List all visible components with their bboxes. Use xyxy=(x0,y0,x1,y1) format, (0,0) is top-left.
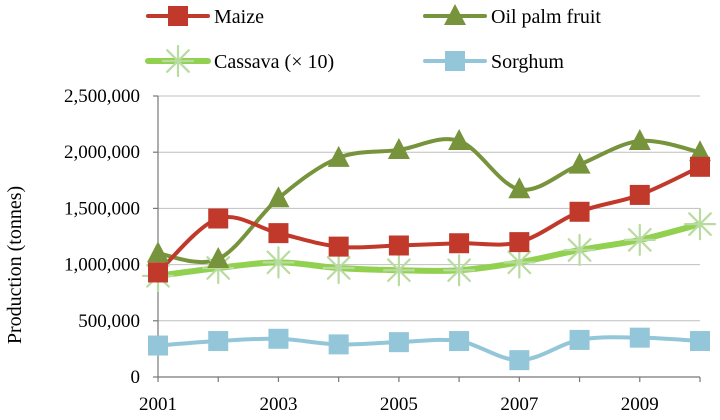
legend-marker xyxy=(161,44,195,78)
legend-marker xyxy=(444,4,466,25)
legend: Maize Oil palm fruit Cassava (× 10) Sorghum xyxy=(145,4,601,78)
data-point-0 xyxy=(328,236,349,257)
data-point-0 xyxy=(629,184,650,205)
x-tick-label: 2001 xyxy=(139,394,177,415)
data-point-3 xyxy=(509,350,530,371)
legend-label: Oil palm fruit xyxy=(491,6,601,28)
legend-entry: Sorghum xyxy=(423,51,564,73)
data-point-2 xyxy=(623,223,656,256)
data-point-1 xyxy=(568,152,591,174)
data-point-0 xyxy=(449,233,470,254)
data-point-0 xyxy=(268,223,289,244)
y-tick-label: 500,000 xyxy=(78,311,140,332)
data-point-0 xyxy=(690,156,710,177)
data-point-0 xyxy=(509,232,530,253)
y-tick-label: 2,000,000 xyxy=(64,142,140,163)
data-point-3 xyxy=(629,327,650,348)
data-point-3 xyxy=(148,335,168,356)
data-point-2 xyxy=(262,246,295,279)
series-line-0 xyxy=(156,164,702,275)
markers-layer xyxy=(141,128,717,371)
data-point-1 xyxy=(628,128,651,150)
data-point-1 xyxy=(387,137,410,159)
legend-marker xyxy=(168,6,188,26)
y-tick-label: 1,500,000 xyxy=(64,198,140,219)
data-point-1 xyxy=(147,241,169,263)
series-layer xyxy=(155,137,703,363)
data-point-1 xyxy=(207,246,230,268)
data-point-3 xyxy=(268,328,289,349)
data-point-2 xyxy=(683,208,717,241)
data-point-3 xyxy=(328,334,349,355)
legend-entry: Cassava (× 10) xyxy=(145,44,334,78)
data-point-2 xyxy=(503,246,536,279)
data-point-3 xyxy=(569,329,590,350)
legend-marker xyxy=(445,51,465,71)
y-tick-label: 0 xyxy=(131,367,141,388)
x-tick-label: 2009 xyxy=(621,394,659,415)
y-axis-label: Production (tonnes) xyxy=(4,186,26,344)
data-point-2 xyxy=(443,254,476,287)
series-line-3 xyxy=(156,335,702,363)
legend-entry: Maize xyxy=(146,6,264,28)
legend-label: Maize xyxy=(214,6,264,28)
data-point-1 xyxy=(327,145,350,167)
legend-label: Cassava (× 10) xyxy=(214,51,334,73)
axes: 0 500,000 1,000,000 1,500,000 2,000,000 2,500… xyxy=(64,86,701,415)
x-tick-label: 2007 xyxy=(500,394,538,415)
data-point-0 xyxy=(208,208,229,229)
legend-entry: Oil palm fruit xyxy=(423,4,601,28)
data-point-2 xyxy=(563,233,596,267)
data-point-3 xyxy=(208,331,229,352)
data-point-2 xyxy=(322,251,355,285)
data-point-1 xyxy=(508,177,531,199)
series-line-1 xyxy=(156,137,702,265)
data-point-2 xyxy=(382,254,415,287)
data-point-3 xyxy=(690,331,710,352)
legend-label: Sorghum xyxy=(491,51,564,73)
data-point-0 xyxy=(388,235,409,256)
data-point-0 xyxy=(569,201,590,222)
data-point-1 xyxy=(267,186,290,208)
x-tick-label: 2003 xyxy=(259,394,297,415)
data-point-0 xyxy=(148,262,168,283)
data-point-3 xyxy=(449,331,470,352)
data-point-1 xyxy=(448,128,471,150)
y-tick-label: 1,000,000 xyxy=(64,255,140,276)
x-tick-label: 2005 xyxy=(380,394,418,415)
y-tick-label: 2,500,000 xyxy=(64,86,140,107)
data-point-1 xyxy=(689,140,711,162)
data-point-3 xyxy=(388,332,409,353)
series-line-2 xyxy=(155,221,703,279)
grid xyxy=(158,95,700,322)
